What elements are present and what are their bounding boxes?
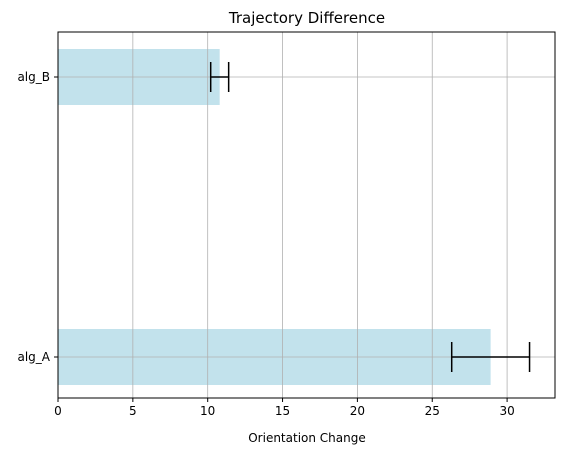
x-tick-label: 20 <box>350 404 365 418</box>
y-axis-ticks: alg_A alg_B <box>17 70 58 364</box>
x-tick-label: 15 <box>275 404 290 418</box>
plot-frame <box>57 31 556 399</box>
x-tick-label: 10 <box>200 404 215 418</box>
x-axis-label: Orientation Change <box>248 431 366 445</box>
y-tick-label-alg_B: alg_B <box>17 70 50 84</box>
x-tick-label: 5 <box>129 404 137 418</box>
x-tick-label: 0 <box>54 404 62 418</box>
x-axis-ticks: 0 5 10 15 20 25 30 <box>54 398 515 418</box>
chart-title: Trajectory Difference <box>228 9 385 27</box>
y-tick-label-alg_A: alg_A <box>17 350 50 364</box>
errorbar-layer <box>209 62 531 372</box>
x-tick-label: 30 <box>499 404 514 418</box>
bars-layer <box>58 49 491 385</box>
x-tick-label: 25 <box>425 404 440 418</box>
